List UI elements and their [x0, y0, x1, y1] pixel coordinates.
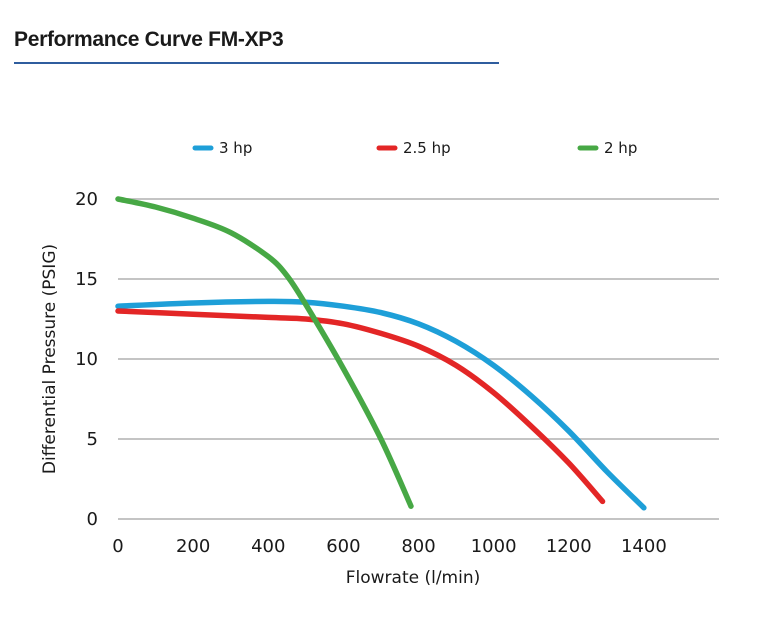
- x-tick-label: 800: [401, 536, 435, 557]
- y-axis-label: Differential Pressure (PSIG): [40, 244, 60, 474]
- y-tick-label: 0: [87, 509, 98, 530]
- x-tick-label: 1400: [621, 536, 667, 557]
- x-axis-label: Flowrate (l/min): [346, 568, 481, 588]
- legend-label: 2.5 hp: [403, 139, 451, 157]
- x-axis-ticks: 0 200 400 600 800 1000 1200 1400: [112, 536, 667, 557]
- series-line-1: [115, 308, 606, 505]
- x-tick-label: 400: [251, 536, 285, 557]
- series-line-0: [115, 298, 647, 511]
- x-tick-label: 200: [176, 536, 210, 557]
- x-tick-label: 1200: [546, 536, 592, 557]
- y-axis-ticks: 0 5 10 15 20: [75, 189, 98, 530]
- x-tick-label: 1000: [471, 536, 517, 557]
- legend: 3 hp 2.5 hp 2 hp: [192, 139, 637, 157]
- y-tick-label: 15: [75, 269, 98, 290]
- y-tick-label: 20: [75, 189, 98, 210]
- x-tick-label: 600: [326, 536, 360, 557]
- y-tick-label: 10: [75, 349, 98, 370]
- legend-label: 3 hp: [219, 139, 252, 157]
- gridlines: [118, 198, 719, 520]
- y-tick-label: 5: [87, 429, 98, 450]
- series-line-2: [115, 196, 414, 509]
- chart-title: Performance Curve FM-XP3: [14, 28, 284, 51]
- series-lines: [115, 196, 647, 511]
- legend-label: 2 hp: [604, 139, 637, 157]
- title-underline: [14, 62, 499, 64]
- x-tick-label: 0: [112, 536, 123, 557]
